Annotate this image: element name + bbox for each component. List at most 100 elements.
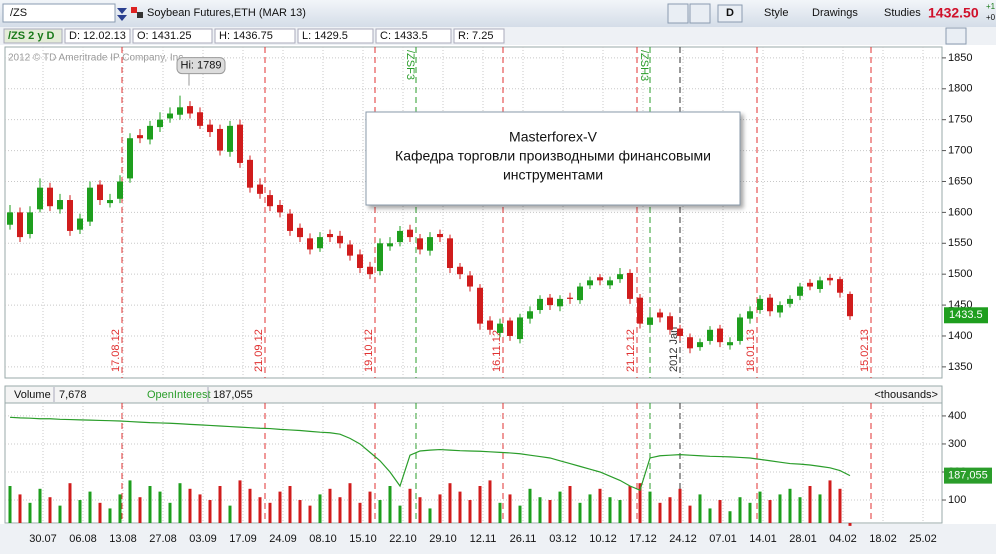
- candle-body: [447, 238, 453, 268]
- button-label[interactable]: Style: [764, 7, 788, 19]
- candle-body: [197, 112, 203, 126]
- volume-bar: [148, 486, 152, 523]
- series-readout: 187,055: [213, 389, 253, 401]
- candle-body: [47, 187, 53, 207]
- change: +1: [986, 2, 996, 11]
- info-item: D: 12.02.13: [69, 30, 126, 42]
- symbol-input[interactable]: [2, 3, 116, 23]
- info-item: R: 7.25: [458, 30, 493, 42]
- y-tick-label: 400: [948, 410, 966, 422]
- candle-body: [747, 311, 753, 319]
- y-tick-label: 1850: [948, 52, 972, 64]
- volume-bar: [378, 500, 382, 523]
- symbol-dropdown[interactable]: [117, 8, 127, 21]
- candle-body: [847, 293, 853, 317]
- volume-bar: [308, 505, 312, 523]
- volume-bar: [28, 502, 32, 523]
- volume-bar: [88, 491, 92, 523]
- volume-bar: [678, 488, 682, 523]
- period-button[interactable]: [717, 4, 743, 23]
- volume-bar: [328, 488, 332, 523]
- volume-header: [4, 385, 943, 404]
- annotation-text: Masterforex-V: [509, 129, 598, 145]
- volume-bar: [498, 502, 502, 523]
- volume-bar: [828, 480, 832, 523]
- tool-button[interactable]: [667, 3, 689, 24]
- volume-bar: [488, 480, 492, 523]
- candle-body: [297, 227, 303, 238]
- volume-bar: [128, 480, 132, 523]
- settings-button[interactable]: [945, 27, 967, 45]
- candle-body: [527, 311, 533, 319]
- candle-body: [657, 312, 663, 318]
- volume-bar: [518, 505, 522, 523]
- volume-bar: [38, 488, 42, 523]
- candle-body: [707, 329, 713, 341]
- last-price-label: 1433.5: [949, 309, 983, 321]
- x-tick-label: 25.02: [909, 533, 937, 545]
- volume-bar: [728, 511, 732, 523]
- candle-body: [317, 237, 323, 249]
- button-label[interactable]: Drawings: [812, 7, 858, 19]
- volume-bar: [8, 486, 12, 523]
- time-axis: [0, 524, 996, 554]
- info-box: [3, 28, 63, 44]
- y-tick-label: 1750: [948, 114, 972, 126]
- symbol[interactable]: /ZS: [10, 7, 27, 19]
- x-tick-label: 29.10: [429, 533, 457, 545]
- event-label: 2012 Jan: [668, 327, 680, 372]
- y-tick-label: 1400: [948, 330, 972, 342]
- event-label: /ZSF3: [404, 50, 416, 80]
- candle-body: [627, 272, 633, 299]
- x-tick-label: 03.12: [549, 533, 577, 545]
- x-tick-label: 18.02: [869, 533, 897, 545]
- candle-body: [147, 125, 153, 140]
- x-tick-label: 10.12: [589, 533, 617, 545]
- event-label: 17.08.12: [110, 329, 122, 372]
- volume-bar: [78, 500, 82, 523]
- button-label[interactable]: Studies: [884, 7, 921, 19]
- x-tick-label: 28.01: [789, 533, 817, 545]
- tool-button[interactable]: [689, 3, 711, 24]
- volume-bar: [718, 500, 722, 523]
- volume-bar: [598, 488, 602, 523]
- candle-body: [267, 195, 273, 207]
- candle-body: [597, 277, 603, 281]
- button-label[interactable]: D: [726, 7, 734, 19]
- candle-body: [247, 159, 253, 188]
- series-name: Volume: [14, 389, 51, 401]
- volume-bar: [68, 483, 72, 523]
- volume-bar: [478, 486, 482, 523]
- candle-body: [467, 275, 473, 287]
- candle-body: [797, 286, 803, 296]
- candle-body: [557, 298, 563, 307]
- info-box: [64, 28, 131, 44]
- candle-body: [157, 119, 163, 128]
- y-tick-label: 1700: [948, 144, 972, 156]
- x-tick-label: 04.02: [829, 533, 857, 545]
- icon: [131, 7, 137, 13]
- volume-bar: [708, 508, 712, 523]
- candle-body: [207, 124, 213, 133]
- candle-body: [107, 200, 113, 204]
- y-tick-label: 100: [948, 494, 966, 506]
- volume-bar: [408, 488, 412, 523]
- info-box: [453, 28, 505, 44]
- candle-body: [67, 200, 73, 231]
- info-item: /ZS 2 y D: [8, 30, 55, 42]
- volume-bar: [458, 491, 462, 523]
- oi-label: 187,055: [948, 470, 988, 482]
- volume-bar: [178, 483, 182, 523]
- candle-body: [737, 317, 743, 341]
- candle-body: [357, 254, 363, 268]
- candle-body: [117, 181, 123, 199]
- volume-bar: [528, 488, 532, 523]
- y-tick-label: 300: [948, 438, 966, 450]
- x-tick-label: 08.10: [309, 533, 337, 545]
- candle-body: [307, 238, 313, 250]
- volume-bar: [278, 491, 282, 523]
- info-item: O: 1431.25: [137, 30, 191, 42]
- candle-body: [377, 243, 383, 272]
- volume-bar: [348, 483, 352, 523]
- volume-bar: [608, 497, 612, 523]
